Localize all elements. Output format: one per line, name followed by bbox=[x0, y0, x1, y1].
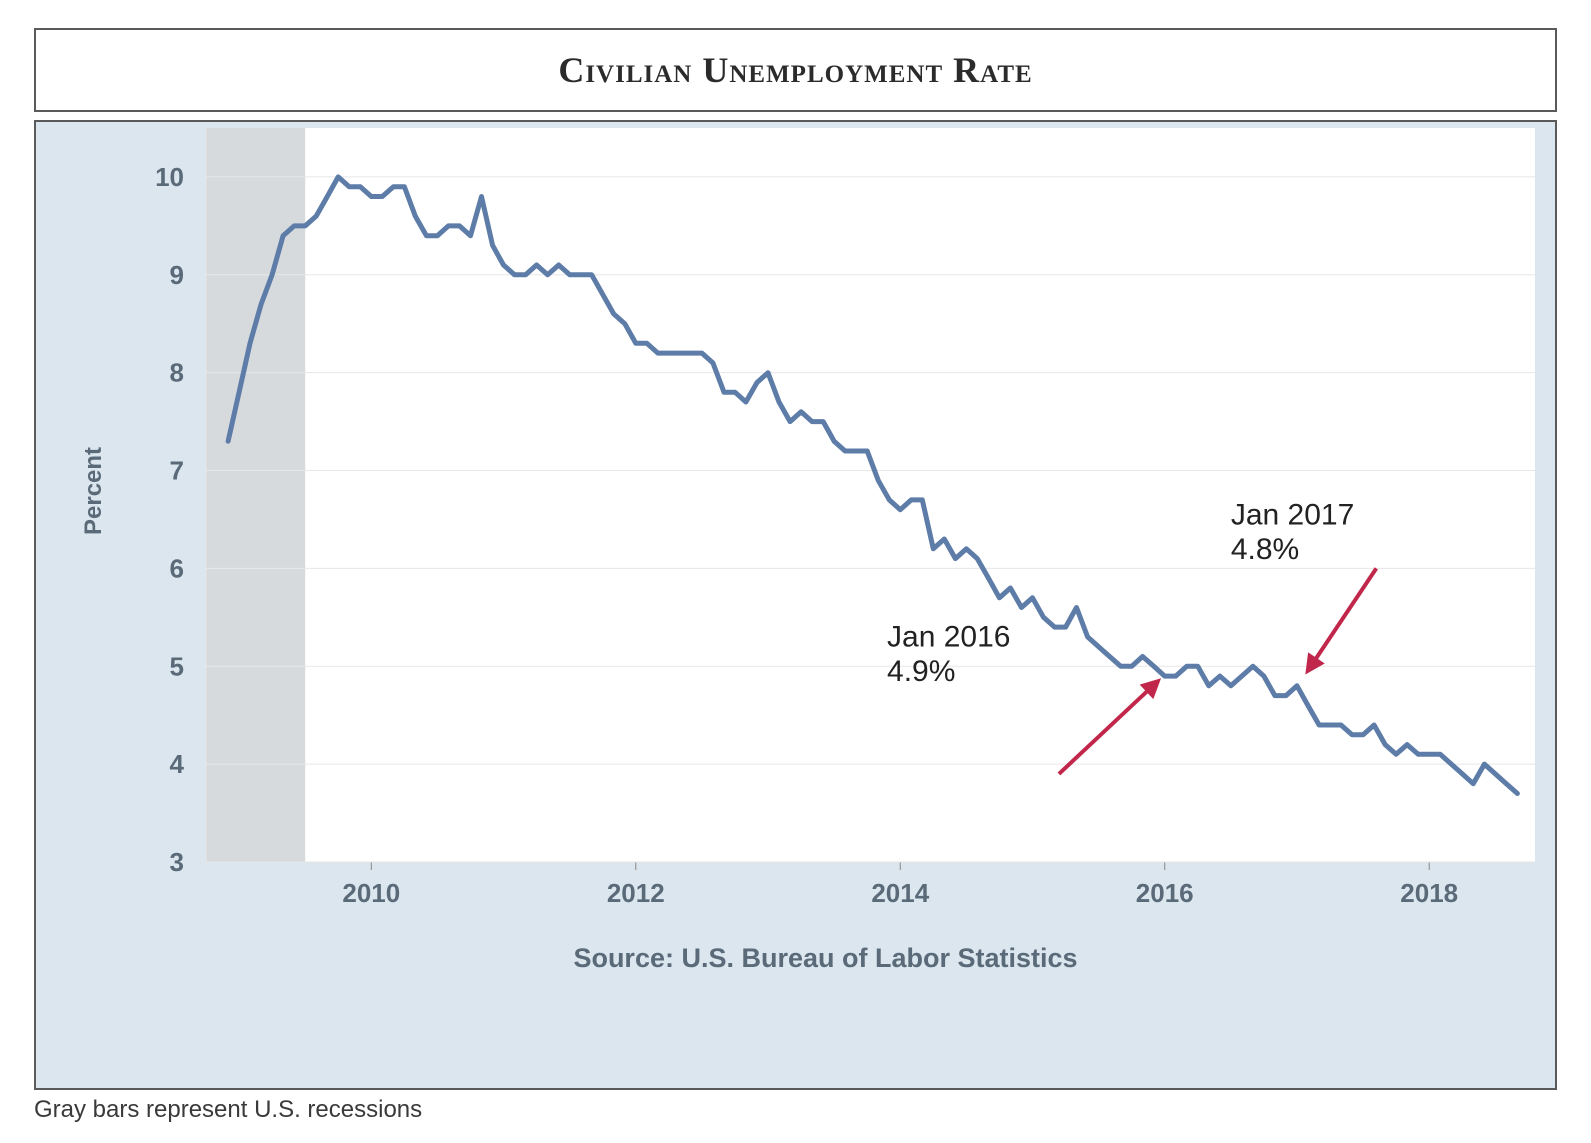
svg-text:2012: 2012 bbox=[607, 878, 665, 908]
svg-text:6: 6 bbox=[170, 553, 184, 583]
svg-text:2014: 2014 bbox=[871, 878, 929, 908]
svg-text:Percent: Percent bbox=[80, 447, 107, 535]
svg-text:Source: U.S. Bureau of Labor S: Source: U.S. Bureau of Labor Statistics bbox=[573, 943, 1077, 973]
svg-text:2016: 2016 bbox=[1136, 878, 1194, 908]
svg-text:10: 10 bbox=[155, 162, 184, 192]
chart-container: 3 4 5 6 7 8 9 10 2010 2012 2014 2016 2018 Percent Sour… bbox=[34, 120, 1557, 1090]
unemployment-line-chart: 3 4 5 6 7 8 9 10 2010 2012 2014 2016 2018 Percent Sour… bbox=[36, 122, 1555, 1088]
title-box: Civilian Unemployment Rate bbox=[34, 28, 1557, 112]
svg-text:7: 7 bbox=[170, 456, 184, 486]
svg-text:9: 9 bbox=[170, 260, 184, 290]
svg-text:2018: 2018 bbox=[1400, 878, 1458, 908]
page-root: Civilian Unemployment Rate 3 4 5 6 7 8 9 10 2010… bbox=[0, 0, 1591, 1143]
svg-text:4: 4 bbox=[170, 749, 185, 779]
svg-text:8: 8 bbox=[170, 358, 184, 388]
svg-text:2010: 2010 bbox=[342, 878, 400, 908]
chart-title: Civilian Unemployment Rate bbox=[558, 49, 1032, 91]
svg-text:3: 3 bbox=[170, 847, 184, 877]
footnote: Gray bars represent U.S. recessions bbox=[34, 1096, 1557, 1124]
svg-text:5: 5 bbox=[170, 651, 184, 681]
